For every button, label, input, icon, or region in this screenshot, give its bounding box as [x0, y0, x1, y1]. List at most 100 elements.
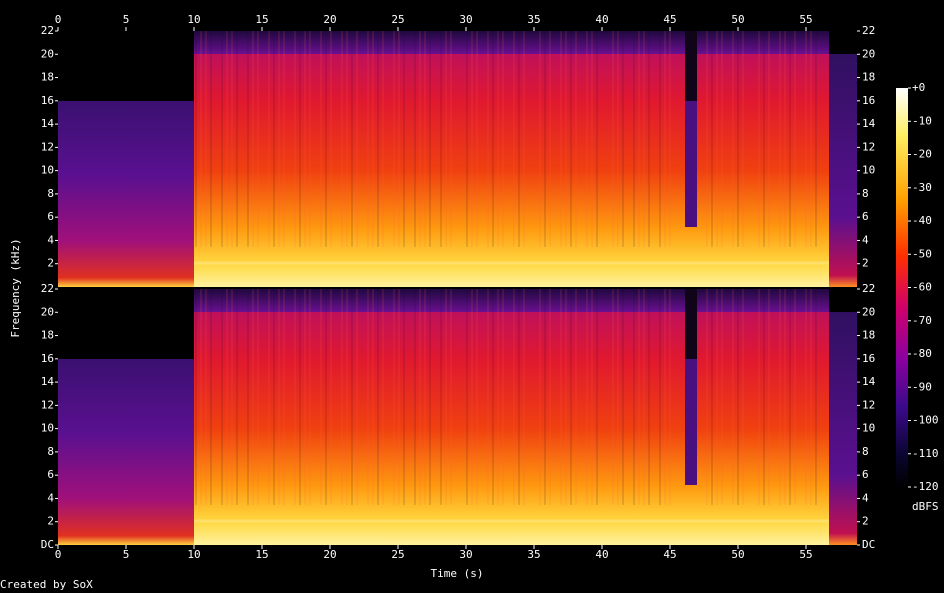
colorbar-tick-label: -50 [912, 247, 932, 260]
y-tick-label: 22 [41, 282, 54, 295]
y-tick-label: 2 [862, 515, 869, 528]
spectrum-loud [194, 54, 829, 287]
spectrum-loud [194, 312, 829, 545]
x-tick-label: 10 [187, 548, 200, 561]
x-tick-label: 15 [255, 13, 268, 26]
y-tick-label: 12 [41, 398, 54, 411]
x-tick-label: 25 [391, 548, 404, 561]
x-tick-label: 0 [55, 13, 62, 26]
colorbar-tick-label: -80 [912, 347, 932, 360]
spectrum-tail [829, 54, 857, 287]
y-tick-label: 4 [862, 491, 869, 504]
y-tick-label: 16 [862, 94, 875, 107]
spectrum-gap [685, 289, 697, 359]
x-tick-label: 30 [459, 548, 472, 561]
y-tick-label: 18 [862, 71, 875, 84]
spectrum-tail [829, 312, 857, 545]
y-tick-label: 12 [41, 140, 54, 153]
x-tick-label: 55 [799, 548, 812, 561]
y-tick-label: 14 [41, 375, 55, 388]
y-tick-label: 12 [862, 140, 875, 153]
x-tick-label: 35 [527, 548, 540, 561]
y-tick-label: 10 [41, 422, 54, 435]
spectrum-gap [685, 31, 697, 101]
colorbar-tick-label: -100 [912, 414, 939, 427]
y-tick-label: DC [862, 538, 875, 551]
y-tick-label: 10 [862, 164, 875, 177]
colorbar-tick-label: -60 [912, 281, 932, 294]
x-tick-label: 10 [187, 13, 200, 26]
colorbar-tick-label: -10 [912, 114, 932, 127]
x-axis-label: Time (s) [431, 567, 484, 580]
y-tick-label: 8 [862, 187, 869, 200]
colorbar-tick-label: -120 [912, 480, 939, 493]
colorbar-label: dBFS [912, 500, 939, 513]
y-tick-label: 22 [862, 282, 875, 295]
x-tick-label: 45 [663, 13, 676, 26]
colorbar [896, 88, 908, 487]
y-tick-label: 6 [862, 210, 869, 223]
colorbar-tick-label: -110 [912, 447, 939, 460]
y-tick-label: 14 [862, 117, 876, 130]
x-tick-label: 5 [123, 13, 130, 26]
y-tick-label: 6 [47, 210, 54, 223]
y-tick-label: DC [41, 538, 54, 551]
y-tick-label: 20 [41, 47, 54, 60]
spectrogram [58, 31, 857, 545]
x-tick-label: 20 [323, 13, 336, 26]
y-tick-label: 2 [47, 515, 54, 528]
spectrum-gap [685, 101, 697, 227]
x-tick-label: 45 [663, 548, 676, 561]
y-tick-label: 2 [47, 257, 54, 270]
x-tick-label: 40 [595, 548, 608, 561]
y-tick-label: 18 [41, 329, 54, 342]
y-tick-label: 20 [862, 305, 875, 318]
y-tick-label: 12 [862, 398, 875, 411]
spectrum-gap [685, 359, 697, 485]
x-tick-label: 0 [55, 548, 62, 561]
x-tick-label: 50 [731, 548, 744, 561]
colorbar-tick-label: +0 [912, 81, 925, 94]
y-tick-label: 22 [41, 24, 54, 37]
y-tick-label: 14 [41, 117, 55, 130]
colorbar-tick-label: -70 [912, 314, 932, 327]
x-tick-label: 20 [323, 548, 336, 561]
x-tick-label: 50 [731, 13, 744, 26]
y-tick-label: 8 [862, 445, 869, 458]
y-tick-label: 10 [862, 422, 875, 435]
y-tick-label: 20 [41, 305, 54, 318]
x-tick-label: 15 [255, 548, 268, 561]
x-tick-label: 40 [595, 13, 608, 26]
x-tick-label: 5 [123, 548, 130, 561]
colorbar-tick-label: -20 [912, 148, 932, 161]
y-tick-label: 16 [41, 352, 54, 365]
y-tick-label: 4 [47, 233, 54, 246]
y-tick-label: 4 [47, 491, 54, 504]
y-tick-label: 2 [862, 257, 869, 270]
colorbar-tick-label: -30 [912, 181, 932, 194]
y-tick-label: 6 [47, 468, 54, 481]
y-tick-label: 18 [41, 71, 54, 84]
x-tick-label: 25 [391, 13, 404, 26]
y-tick-label: 6 [862, 468, 869, 481]
spectrum-high [194, 289, 829, 312]
x-tick-label: 35 [527, 13, 540, 26]
y-tick-label: 8 [47, 187, 54, 200]
y-tick-label: 18 [862, 329, 875, 342]
colorbar-tick-label: -40 [912, 214, 932, 227]
y-tick-label: 4 [862, 233, 869, 246]
y-tick-label: 22 [862, 24, 875, 37]
x-tick-label: 55 [799, 13, 812, 26]
spectrum-quiet [58, 359, 194, 545]
y-tick-label: 10 [41, 164, 54, 177]
colorbar-tick-label: -90 [912, 380, 932, 393]
y-tick-label: 20 [862, 47, 875, 60]
y-axis-label: Frequency (kHz) [9, 238, 22, 337]
spectrum-quiet [58, 101, 194, 287]
x-tick-label: 30 [459, 13, 472, 26]
spectrum-high [194, 31, 829, 54]
y-tick-label: 8 [47, 445, 54, 458]
footer: Created by SoX [0, 578, 93, 591]
y-tick-label: 16 [862, 352, 875, 365]
